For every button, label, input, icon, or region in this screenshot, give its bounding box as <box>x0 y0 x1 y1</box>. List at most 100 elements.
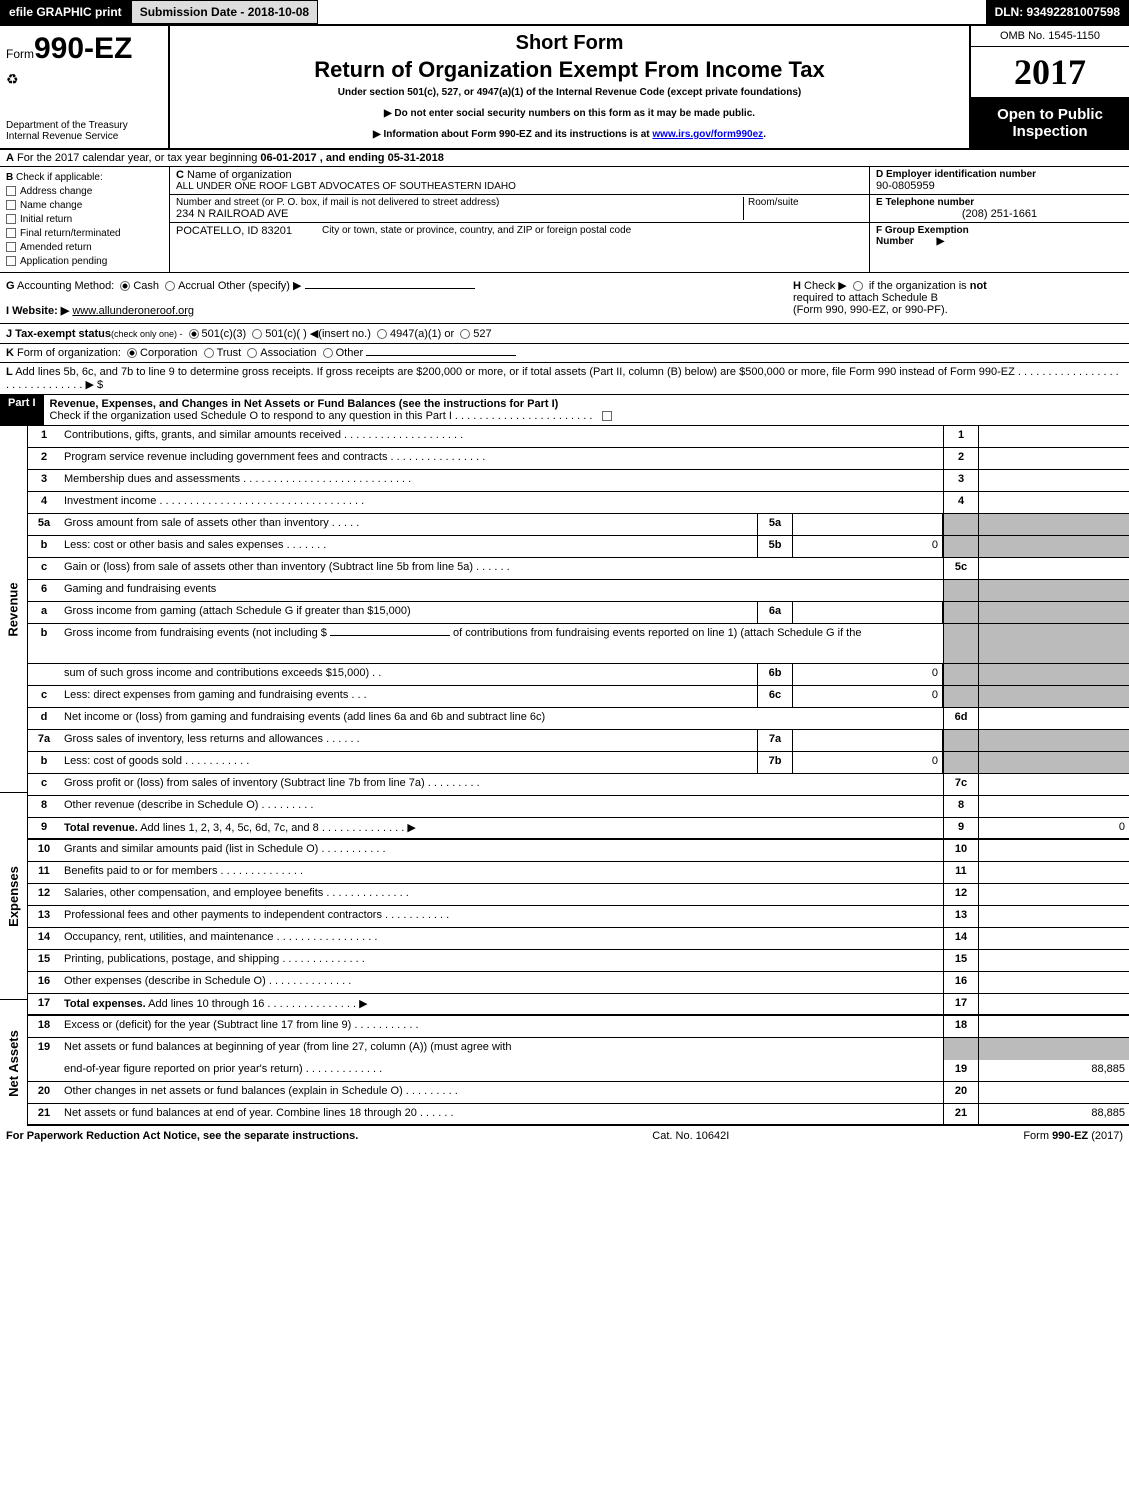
l-lbl: L <box>6 366 13 378</box>
n7a: 7a <box>28 730 60 751</box>
rn5c: 5c <box>943 558 979 579</box>
revenue-text: Revenue <box>6 582 21 636</box>
revenue-side-label: Revenue <box>0 426 28 793</box>
b-label: B <box>6 172 13 183</box>
n15: 15 <box>28 950 60 971</box>
rv19a <box>979 1038 1129 1060</box>
j-opt1: 501(c)( ) ◀(insert no.) <box>265 328 371 340</box>
chk-app-pending[interactable]: Application pending <box>6 256 163 267</box>
line-6b-desc: b Gross income from fundraising events (n… <box>28 624 1129 664</box>
expenses-text: Expenses <box>6 866 21 927</box>
radio-501c3[interactable] <box>189 329 199 339</box>
line-1: 1Contributions, gifts, grants, and simil… <box>28 426 1129 448</box>
city-lbl: City or town, state or province, country… <box>322 225 631 270</box>
chk-amended-return[interactable]: Amended return <box>6 242 163 253</box>
a-end-date: 05-31-2018 <box>388 152 444 164</box>
line-11: 11Benefits paid to or for members . . . … <box>28 862 1129 884</box>
line-5b: bLess: cost or other basis and sales exp… <box>28 536 1129 558</box>
6b-input[interactable] <box>330 635 450 636</box>
rn6d: 6d <box>943 708 979 729</box>
t12: Salaries, other compensation, and employ… <box>60 884 943 905</box>
rv7c <box>979 774 1129 795</box>
line-7b: bLess: cost of goods sold . . . . . . . … <box>28 752 1129 774</box>
website-link[interactable]: www.allunderoneroof.org <box>72 305 194 317</box>
radio-assoc[interactable] <box>247 348 257 358</box>
h-section: H Check ▶ if the organization is not req… <box>793 279 1123 317</box>
h-lbl: H <box>793 280 801 292</box>
rv21: 88,885 <box>979 1104 1129 1124</box>
radio-cash[interactable] <box>120 281 130 291</box>
e-lbl: E Telephone number <box>876 197 1123 208</box>
part1-sub: Check if the organization used Schedule … <box>50 410 593 422</box>
d-lbl: D Employer identification number <box>876 169 1123 180</box>
chk-initial-return[interactable]: Initial return <box>6 214 163 225</box>
submission-date-button[interactable]: Submission Date - 2018-10-08 <box>131 0 318 24</box>
rn8: 8 <box>943 796 979 817</box>
radio-501c[interactable] <box>252 329 262 339</box>
d-row: D Employer identification number 90-0805… <box>870 167 1129 195</box>
irs-link[interactable]: www.irs.gov/form990ez <box>652 129 763 140</box>
note-info: ▶ Information about Form 990-EZ and its … <box>180 129 959 140</box>
rv6a <box>979 602 1129 623</box>
checkbox-icon <box>6 186 16 196</box>
k-other-input[interactable] <box>366 355 516 356</box>
part1-chk[interactable] <box>602 411 612 421</box>
a-mid: , and ending <box>320 152 388 164</box>
t9-lbl: Total revenue. <box>64 822 138 834</box>
note2-post: . <box>763 129 766 140</box>
n12: 12 <box>28 884 60 905</box>
line-5c: cGain or (loss) from sale of assets othe… <box>28 558 1129 580</box>
other-input[interactable] <box>305 288 475 289</box>
org-name: ALL UNDER ONE ROOF LGBT ADVOCATES OF SOU… <box>176 181 863 192</box>
t19a: Net assets or fund balances at beginning… <box>60 1038 943 1060</box>
line-13: 13Professional fees and other payments t… <box>28 906 1129 928</box>
f-arrow: ▶ <box>937 236 945 247</box>
rv8 <box>979 796 1129 817</box>
t18: Excess or (deficit) for the year (Subtra… <box>60 1016 943 1037</box>
radio-other[interactable] <box>323 348 333 358</box>
n4: 4 <box>28 492 60 513</box>
chk-final-return[interactable]: Final return/terminated <box>6 228 163 239</box>
a-begin-date: 06-01-2017 <box>260 152 316 164</box>
rn6b <box>943 664 979 685</box>
t21: Net assets or fund balances at end of ye… <box>60 1104 943 1124</box>
header-left: Form990-EZ ♻ Department of the Treasury … <box>0 26 170 148</box>
efile-print-button[interactable]: efile GRAPHIC print <box>0 0 131 24</box>
gh-block: G Accounting Method: Cash Accrual Other … <box>0 273 1129 324</box>
room-lbl: Room/suite <box>748 197 863 208</box>
radio-corp[interactable] <box>127 348 137 358</box>
radio-accrual[interactable] <box>165 281 175 291</box>
line-2: 2Program service revenue including gover… <box>28 448 1129 470</box>
radio-527[interactable] <box>460 329 470 339</box>
chk-label: Final return/terminated <box>20 228 121 239</box>
i-lbl: I Website: ▶ <box>6 305 69 317</box>
line-10: 10Grants and similar amounts paid (list … <box>28 840 1129 862</box>
b-checkif: Check if applicable: <box>16 172 103 183</box>
checkbox-icon <box>6 214 16 224</box>
t16: Other expenses (describe in Schedule O) … <box>60 972 943 993</box>
street-val: 234 N RAILROAD AVE <box>176 208 743 220</box>
radio-h[interactable] <box>853 281 863 291</box>
radio-trust[interactable] <box>204 348 214 358</box>
rv7b <box>979 752 1129 773</box>
t7b: Less: cost of goods sold . . . . . . . .… <box>60 752 757 773</box>
chk-address-change[interactable]: Address change <box>6 186 163 197</box>
line-19b: end-of-year figure reported on prior yea… <box>28 1060 1129 1082</box>
l-text: Add lines 5b, 6c, and 7b to line 9 to de… <box>6 366 1119 391</box>
dept-label: Department of the Treasury Internal Reve… <box>6 120 162 142</box>
footer: For Paperwork Reduction Act Notice, see … <box>0 1126 1129 1146</box>
line-7c: cGross profit or (loss) from sales of in… <box>28 774 1129 796</box>
n6a: a <box>28 602 60 623</box>
note-ssn: ▶ Do not enter social security numbers o… <box>180 108 959 119</box>
chk-name-change[interactable]: Name change <box>6 200 163 211</box>
return-title: Return of Organization Exempt From Incom… <box>180 57 959 83</box>
rv6b1 <box>979 624 1129 663</box>
radio-4947[interactable] <box>377 329 387 339</box>
rv5c <box>979 558 1129 579</box>
n6b: b <box>28 624 60 663</box>
t6c: Less: direct expenses from gaming and fu… <box>60 686 757 707</box>
note2-pre: ▶ Information about Form 990-EZ and its … <box>373 129 652 140</box>
rn6 <box>943 580 979 601</box>
form-prefix: Form <box>6 47 34 61</box>
t6b-pre: Gross income from fundraising events (no… <box>64 627 330 639</box>
